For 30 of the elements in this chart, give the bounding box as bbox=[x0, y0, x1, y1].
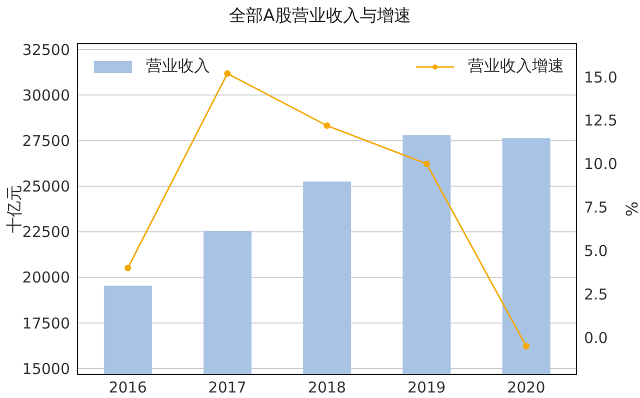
y2-tick-label: 15.0 bbox=[584, 68, 618, 86]
y-tick-label: 22500 bbox=[22, 223, 70, 242]
y-axis-title: 十亿元 bbox=[4, 185, 24, 233]
y2-tick-label: 10.0 bbox=[584, 155, 618, 174]
y2-tick-label: 7.5 bbox=[584, 198, 608, 217]
y-tick-label: 32500 bbox=[22, 40, 70, 59]
legend-label: 营业收入增速 bbox=[468, 56, 564, 77]
x-tick-label: 2018 bbox=[308, 378, 346, 397]
y-tick-label: 25000 bbox=[22, 178, 70, 196]
point bbox=[124, 264, 132, 272]
x-tick-label: 2019 bbox=[408, 378, 446, 397]
point bbox=[423, 160, 430, 168]
y-tick-label: 20000 bbox=[22, 268, 70, 287]
chart-title: 全部A股营业收入与增速 bbox=[228, 5, 412, 27]
x-tick-label: 2020 bbox=[507, 378, 546, 397]
point bbox=[224, 70, 231, 77]
y2-axis-title: % bbox=[622, 201, 640, 217]
y2-tick-label: 2.5 bbox=[584, 285, 608, 304]
y-tick-label: 30000 bbox=[22, 86, 70, 104]
y2-tick-label: 5.0 bbox=[584, 242, 608, 260]
y-tick-label: 27500 bbox=[22, 132, 70, 150]
y-tick-label: 15000 bbox=[22, 360, 70, 378]
x-tick-label: 2016 bbox=[108, 378, 147, 397]
x-tick-label: 2017 bbox=[208, 378, 246, 397]
y-tick-label: 17500 bbox=[22, 314, 70, 332]
point bbox=[324, 122, 330, 129]
legend-label: 营业收入 bbox=[146, 56, 210, 77]
y2-tick-label: 0.0 bbox=[584, 328, 608, 347]
y2-tick-label: 12.5 bbox=[584, 112, 618, 130]
point bbox=[522, 342, 530, 350]
